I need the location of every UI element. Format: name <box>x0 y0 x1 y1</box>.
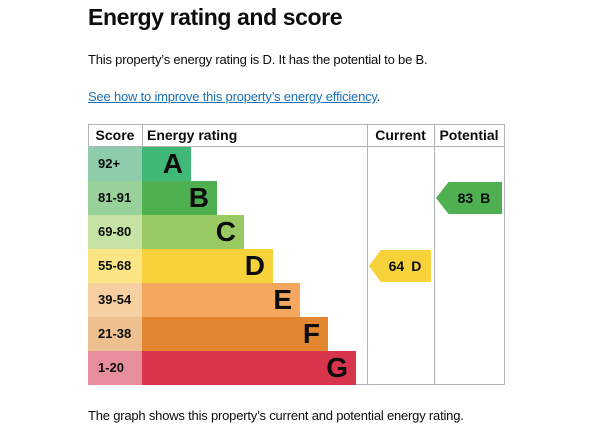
chart-header-divider <box>88 146 505 147</box>
band-row-e: 39-54 E <box>88 283 505 317</box>
band-row-d: 55-68 D <box>88 249 505 283</box>
band-score-d: 55-68 <box>88 249 142 283</box>
band-score-b: 81-91 <box>88 181 142 215</box>
band-bar-g: G <box>142 351 356 385</box>
column-header-current: Current <box>375 127 426 143</box>
chart-right-border <box>504 124 505 385</box>
band-row-g: 1-20 G <box>88 351 505 385</box>
band-row-b: 81-91 B <box>88 181 505 215</box>
page-title: Energy rating and score <box>88 4 343 30</box>
current-rating-arrow: 64 D <box>369 250 431 282</box>
chart-top-border <box>88 124 505 125</box>
link-suffix: . <box>376 89 381 104</box>
potential-rating-arrow: 83 B <box>436 182 502 214</box>
chart-current-divider <box>367 124 368 385</box>
band-score-c: 69-80 <box>88 215 142 249</box>
band-bar-b: B <box>142 181 217 215</box>
band-row-a: 92+ A <box>88 147 505 181</box>
band-score-a: 92+ <box>88 147 142 181</box>
band-row-c: 69-80 C <box>88 215 505 249</box>
chart-potential-divider <box>434 124 435 385</box>
intro-text: This property’s energy rating is D. It h… <box>88 52 428 67</box>
band-bar-a: A <box>142 147 191 181</box>
current-rating-letter: D <box>411 258 422 274</box>
chart-score-divider <box>142 124 143 146</box>
current-rating-value: 64 <box>388 258 405 274</box>
improve-efficiency-link[interactable]: See how to improve this property’s energ… <box>88 89 377 104</box>
column-header-rating: Energy rating <box>147 127 238 143</box>
column-header-score: Score <box>95 127 135 143</box>
band-bar-e: E <box>142 283 300 317</box>
potential-rating-letter: B <box>480 190 491 206</box>
chart-header-left-border <box>88 124 89 146</box>
band-bar-c: C <box>142 215 244 249</box>
energy-rating-chart: Score Energy rating Current Potential 92… <box>88 124 505 385</box>
band-score-g: 1-20 <box>88 351 142 385</box>
band-bar-f: F <box>142 317 328 351</box>
potential-rating-value: 83 <box>457 190 474 206</box>
footer-text: The graph shows this property’s current … <box>88 408 464 423</box>
band-row-f: 21-38 F <box>88 317 505 351</box>
improve-efficiency-link-line: See how to improve this property’s energ… <box>88 89 380 104</box>
band-bar-d: D <box>142 249 273 283</box>
column-header-potential: Potential <box>439 127 499 143</box>
band-score-e: 39-54 <box>88 283 142 317</box>
band-score-f: 21-38 <box>88 317 142 351</box>
